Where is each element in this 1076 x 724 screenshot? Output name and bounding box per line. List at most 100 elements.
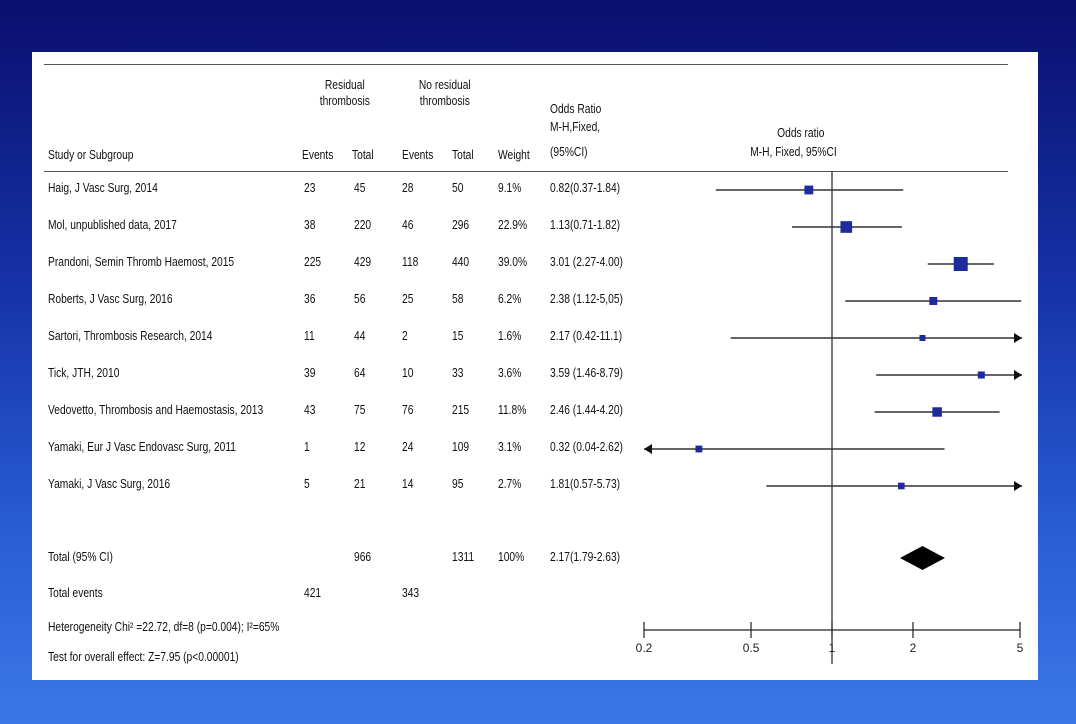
- header-events-1: Events: [302, 148, 334, 162]
- study-e2: 14: [402, 477, 414, 491]
- study-e2: 25: [402, 292, 414, 306]
- study-ci-text: 0.32 (0.04-2.62): [550, 440, 623, 454]
- point-estimate-square: [840, 221, 853, 233]
- study-t1: 75: [354, 403, 366, 417]
- study-ci-text: 2.38 (1.12-5,05): [550, 292, 623, 306]
- total-events-e1: 421: [304, 586, 322, 600]
- header-or-line1: Odds Ratio: [550, 102, 602, 116]
- point-estimate-square: [977, 371, 985, 379]
- total-events-e2: 343: [402, 586, 420, 600]
- study-t2: 296: [452, 218, 470, 232]
- x-tick-label: 1: [829, 641, 836, 655]
- total-t1: 966: [354, 550, 372, 564]
- header-plot-line2: M-H, Fixed, 95%CI: [750, 145, 837, 159]
- study-t2: 215: [452, 403, 470, 417]
- study-e1: 11: [304, 329, 315, 343]
- x-tick-label: 5: [1017, 641, 1024, 655]
- header-total-2: Total: [452, 148, 474, 162]
- study-e1: 36: [304, 292, 316, 306]
- study-t1: 21: [354, 477, 366, 491]
- study-t1: 45: [354, 181, 366, 195]
- header-total-1: Total: [352, 148, 374, 162]
- study-ci-text: 3.59 (1.46-8.79): [550, 366, 623, 380]
- total-label: Total (95% CI): [48, 550, 113, 564]
- ci-arrow-right: [1014, 481, 1022, 491]
- point-estimate-square: [932, 407, 942, 417]
- x-tick-label: 0.5: [743, 641, 760, 655]
- study-t1: 12: [354, 440, 366, 454]
- study-ci-text: 1.81(0.57-5.73): [550, 477, 621, 491]
- study-ci-text: 2.46 (1.44-4.20): [550, 403, 623, 417]
- study-ci-text: 3.01 (2.27-4.00): [550, 255, 623, 269]
- study-ci-text: 1.13(0.71-1.82): [550, 218, 621, 232]
- study-weight: 9.1%: [498, 181, 522, 195]
- pooled-diamond: [900, 546, 945, 570]
- study-t2: 58: [452, 292, 464, 306]
- study-e2: 28: [402, 181, 414, 195]
- study-weight: 2.7%: [498, 477, 522, 491]
- ci-arrow-left: [644, 444, 652, 454]
- header-group2-line1: No residual: [418, 78, 471, 92]
- point-estimate-square: [953, 257, 968, 271]
- study-e1: 225: [304, 255, 322, 269]
- study-e2: 2: [402, 329, 408, 343]
- header-group1-line1: Residual: [324, 78, 365, 92]
- study-e1: 1: [304, 440, 310, 454]
- study-weight: 11.8%: [498, 403, 527, 417]
- header-or-line3: (95%CI): [550, 145, 588, 159]
- study-e1: 43: [304, 403, 316, 417]
- study-e1: 5: [304, 477, 310, 491]
- point-estimate-square: [897, 482, 905, 490]
- study-t2: 440: [452, 255, 470, 269]
- heterogeneity-text: Heterogeneity Chi² =22.72, df=8 (p=0.004…: [48, 620, 280, 634]
- study-t1: 429: [354, 255, 372, 269]
- point-estimate-square: [919, 334, 926, 342]
- study-name: Vedovetto, Thrombosis and Haemostasis, 2…: [48, 403, 264, 417]
- ci-arrow-right: [1014, 333, 1022, 343]
- header-plot-line1: Odds ratio: [777, 126, 825, 140]
- study-weight: 3.6%: [498, 366, 522, 380]
- study-e2: 10: [402, 366, 414, 380]
- header-events-2: Events: [402, 148, 434, 162]
- study-t1: 64: [354, 366, 366, 380]
- study-weight: 6.2%: [498, 292, 522, 306]
- header-weight: Weight: [498, 148, 530, 162]
- point-estimate-square: [695, 445, 703, 453]
- study-name: Yamaki, J Vasc Surg, 2016: [48, 477, 171, 491]
- study-e1: 23: [304, 181, 316, 195]
- study-e2: 76: [402, 403, 414, 417]
- study-name: Roberts, J Vasc Surg, 2016: [48, 292, 173, 306]
- total-ci: 2.17(1.79-2.63): [550, 550, 621, 564]
- total-events-label: Total events: [48, 586, 103, 600]
- study-e1: 39: [304, 366, 316, 380]
- forest-plot-panel: Residual thrombosis No residual thrombos…: [32, 52, 1038, 680]
- point-estimate-square: [804, 185, 814, 195]
- header-rule: [44, 171, 1008, 172]
- study-weight: 39.0%: [498, 255, 528, 269]
- study-e2: 46: [402, 218, 414, 232]
- point-estimate-square: [929, 297, 938, 305]
- study-t2: 15: [452, 329, 464, 343]
- header-or-line2: M-H,Fixed,: [550, 120, 601, 134]
- study-name: Yamaki, Eur J Vasc Endovasc Surg, 2011: [48, 440, 237, 454]
- study-e2: 118: [402, 255, 419, 269]
- study-t1: 44: [354, 329, 366, 343]
- study-name: Haig, J Vasc Surg, 2014: [48, 181, 158, 195]
- study-t2: 95: [452, 477, 464, 491]
- study-name: Sartori, Thrombosis Research, 2014: [48, 329, 213, 343]
- study-t1: 220: [354, 218, 372, 232]
- study-ci-text: 2.17 (0.42-11.1): [550, 329, 623, 343]
- study-t2: 50: [452, 181, 464, 195]
- study-t2: 33: [452, 366, 464, 380]
- study-name: Prandoni, Semin Thromb Haemost, 2015: [48, 255, 235, 269]
- study-name: Mol, unpublished data, 2017: [48, 218, 177, 232]
- study-t1: 56: [354, 292, 366, 306]
- study-weight: 22.9%: [498, 218, 528, 232]
- total-weight: 100%: [498, 550, 525, 564]
- header-study: Study or Subgroup: [48, 148, 134, 162]
- forest-plot-svg: 0.2 0.5 1 2 5: [636, 171, 1024, 664]
- study-t2: 109: [452, 440, 470, 454]
- study-e1: 38: [304, 218, 316, 232]
- total-t2: 1311: [452, 550, 475, 564]
- study-name: Tick, JTH, 2010: [48, 366, 120, 380]
